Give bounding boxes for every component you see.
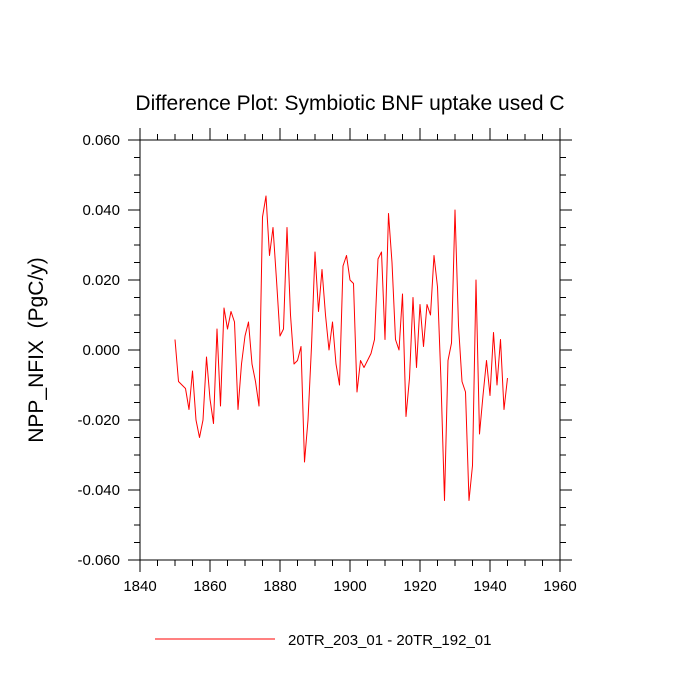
legend-label: 20TR_203_01 - 20TR_192_01 <box>288 632 491 649</box>
y-tick-label: 0.040 <box>82 202 120 219</box>
legend: 20TR_203_01 - 20TR_192_01 <box>155 632 491 649</box>
x-tick-label: 1880 <box>263 578 296 595</box>
y-tick-label: 0.000 <box>82 342 120 359</box>
y-tick-label: -0.060 <box>77 552 120 569</box>
x-tick-label: 1920 <box>403 578 436 595</box>
series-line <box>174 195 508 501</box>
x-tick-label: 1960 <box>543 578 576 595</box>
x-tick-label: 1840 <box>123 578 156 595</box>
y-tick-label: 0.060 <box>82 132 120 149</box>
x-tick-label: 1860 <box>193 578 226 595</box>
y-tick-label: 0.020 <box>82 272 120 289</box>
y-axis-label: NPP_NFIX (PgC/y) <box>25 257 48 443</box>
series-layer <box>174 195 508 501</box>
x-axis: 1840 1860 1880 1900 1920 1940 1960 <box>123 128 577 595</box>
y-tick-label: -0.020 <box>77 412 120 429</box>
x-tick-label: 1900 <box>333 578 366 595</box>
plot-frame <box>139 139 561 561</box>
chart-title: Difference Plot: Symbiotic BNF uptake us… <box>135 92 564 115</box>
y-tick-label: -0.040 <box>77 482 120 499</box>
plot-border <box>139 139 561 561</box>
x-tick-label: 1940 <box>473 578 506 595</box>
y-axis: -0.060 -0.040 -0.020 0.000 0.020 0.040 0.060 <box>77 132 572 569</box>
